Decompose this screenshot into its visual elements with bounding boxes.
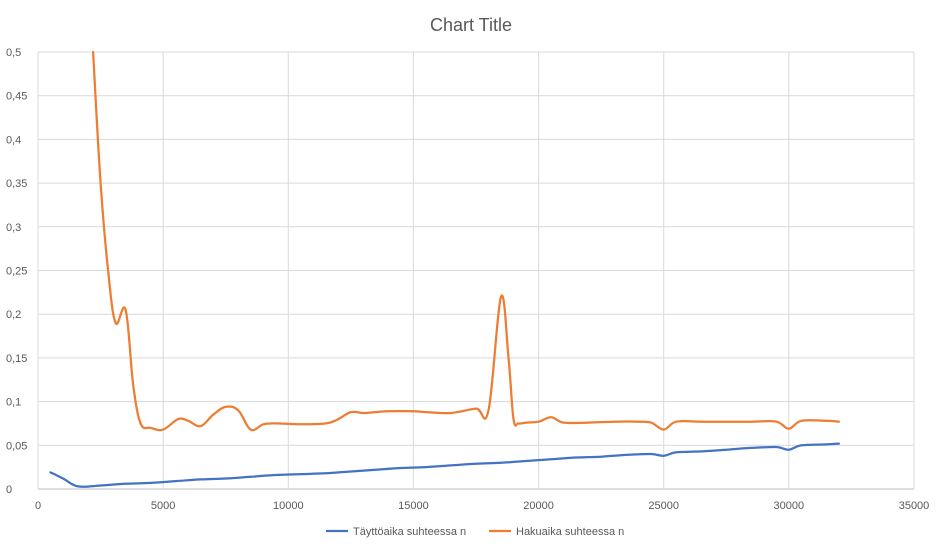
series-line-1: [49, 442, 841, 488]
x-tick-label: 30000: [774, 500, 805, 512]
y-tick-label: 0,5: [6, 47, 21, 59]
chart-title: Chart Title: [430, 15, 512, 35]
legend-label: Täyttöaika suhteessa n: [353, 526, 466, 538]
y-tick-label: 0,15: [6, 353, 27, 365]
x-tick-label: 35000: [899, 500, 930, 512]
x-tick-label: 20000: [523, 500, 554, 512]
y-tick-label: 0,25: [6, 266, 27, 278]
x-tick-label: 0: [35, 500, 41, 512]
y-tick-label: 0,4: [6, 134, 21, 146]
series-line-2: [91, 50, 841, 432]
y-tick-label: 0,45: [6, 91, 27, 103]
legend-label: Hakuaika suhteessa n: [516, 526, 624, 538]
y-tick-label: 0: [6, 484, 12, 496]
y-tick-label: 0,2: [6, 309, 21, 321]
x-tick-label: 15000: [398, 500, 429, 512]
y-tick-label: 0,3: [6, 222, 21, 234]
y-tick-label: 0,05: [6, 440, 27, 452]
x-tick-label: 25000: [648, 500, 679, 512]
y-tick-label: 0,35: [6, 178, 27, 190]
x-tick-label: 10000: [273, 500, 304, 512]
x-tick-label: 5000: [151, 500, 175, 512]
y-tick-label: 0,1: [6, 397, 21, 409]
